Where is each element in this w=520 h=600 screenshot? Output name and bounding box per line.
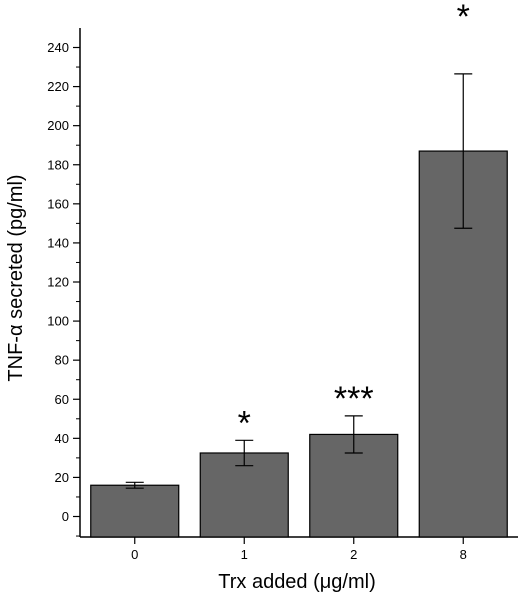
- y-tick-label: 0: [62, 509, 69, 524]
- x-axis-title: Trx added (μg/ml): [218, 571, 376, 593]
- x-tick-label: 1: [241, 547, 248, 562]
- y-tick-label: 20: [55, 470, 69, 485]
- y-tick-label: 40: [55, 431, 69, 446]
- significance-marker-1: *: [238, 404, 251, 442]
- significance-marker-8: *: [457, 0, 470, 36]
- y-tick-label: 80: [55, 353, 69, 368]
- bar-1: [199, 452, 289, 538]
- y-tick-label: 140: [47, 235, 69, 250]
- y-tick-label: 120: [47, 275, 69, 290]
- y-tick-label: 180: [47, 157, 69, 172]
- y-tick-label: 60: [55, 392, 69, 407]
- x-tick-label: 2: [350, 547, 357, 562]
- bar-0: [90, 484, 180, 538]
- significance-marker-2: ***: [334, 380, 374, 418]
- y-tick-label: 200: [47, 118, 69, 133]
- x-tick-label: 8: [460, 547, 467, 562]
- y-tick-label: 160: [47, 196, 69, 211]
- y-axis-title: TNF-α secreted (pg/ml): [5, 174, 27, 381]
- y-tick-label: 100: [47, 314, 69, 329]
- x-tick-label: 0: [131, 547, 138, 562]
- y-tick-label: 220: [47, 79, 69, 94]
- y-tick-label: 240: [47, 40, 69, 55]
